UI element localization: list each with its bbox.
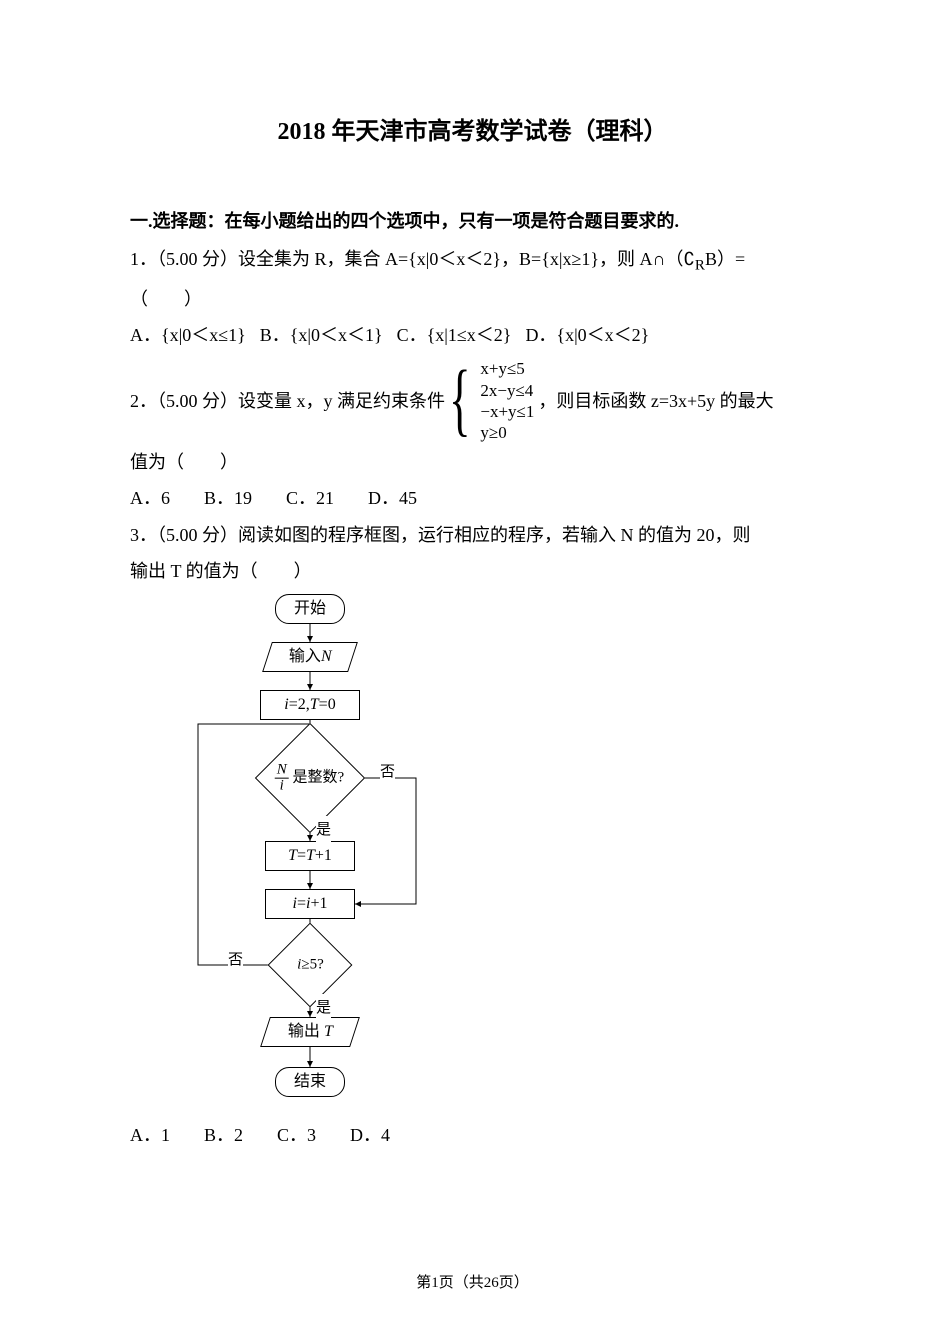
flow-node-t-increment: T=T+1 (265, 841, 355, 871)
flow-input-label: 输入N (289, 648, 332, 665)
q2-constraint-0: x+y≤5 (480, 358, 534, 379)
flow-dec1-yes-label: 是 (316, 816, 331, 845)
flow-node-decision-igeq5: i≥5? (268, 923, 353, 1008)
flowchart: 开始 输入N i=2, T=0 Ni 是整数? T=T+1 i=i+1 i≥5?… (180, 594, 480, 1114)
q1-opt-a: A．{x|0＜x≤1} (130, 325, 246, 345)
section-heading: 一.选择题：在每小题给出的四个选项中，只有一项是符合题目要求的. (130, 204, 815, 238)
q1-complement-subscript: R (695, 257, 705, 273)
flow-node-output: 输出 T (260, 1017, 360, 1047)
q3-stem-line2: 输出 T 的值为（ ） (130, 554, 815, 588)
flow-node-decision-divisible: Ni 是整数? (255, 723, 365, 833)
q3-opt-b: B．2 (204, 1125, 243, 1145)
flow-init-label: i (284, 690, 288, 720)
page: 2018 年天津市高考数学试卷（理科） 一.选择题：在每小题给出的四个选项中，只… (0, 0, 945, 1337)
q2-constraints-list: x+y≤5 2x−y≤4 −x+y≤1 y≥0 (480, 358, 534, 443)
page-title: 2018 年天津市高考数学试卷（理科） (130, 110, 815, 156)
q2-pre: 2．（5.00 分）设变量 x，y 满足约束条件 (130, 384, 445, 418)
q1-stem-line1: 1．（5.00 分）设全集为 R，集合 A={x|0＜x＜2}，B={x|x≥1… (130, 242, 815, 280)
q2-constraint-3: y≥0 (480, 422, 534, 443)
page-footer: 第1页（共26页） (0, 1269, 945, 1298)
flow-end-label: 结束 (294, 1067, 326, 1097)
q2-opt-c: C．21 (286, 488, 334, 508)
q2-opt-d: D．45 (368, 488, 417, 508)
flow-dec1-label: Ni 是整数? (275, 763, 344, 794)
q3-opt-d: D．4 (350, 1125, 390, 1145)
q2-constraint-2: −x+y≤1 (480, 401, 534, 422)
flow-node-end: 结束 (275, 1067, 345, 1097)
q1-opt-c: C．{x|1≤x＜2} (397, 325, 512, 345)
q1-stem-line2: （ ） (130, 282, 815, 316)
q2-opt-a: A．6 (130, 488, 170, 508)
q1-opt-b: B．{x|0＜x＜1} (260, 325, 383, 345)
q2-constraint-1: 2x−y≤4 (480, 380, 534, 401)
q2-post: ，则目标函数 z=3x+5y 的最大 (538, 384, 773, 418)
q3-stem-line1: 3．（5.00 分）阅读如图的程序框图，运行相应的程序，若输入 N 的值为 20… (130, 518, 815, 552)
q2-constraints-brace: { x+y≤5 2x−y≤4 −x+y≤1 y≥0 (449, 358, 534, 443)
q2-options: A．6 B．19 C．21 D．45 (130, 481, 815, 515)
q1-opt-d: D．{x|0＜x＜2} (525, 325, 649, 345)
q2-stem-line2: 值为（ ） (130, 445, 815, 479)
q3-options: A．1 B．2 C．3 D．4 (130, 1118, 815, 1152)
left-brace-icon: { (449, 358, 471, 443)
flow-dec2-yes-label: 是 (316, 994, 331, 1023)
q1-options: A．{x|0＜x≤1} B．{x|0＜x＜1} C．{x|1≤x＜2} D．{x|0＜… (130, 318, 815, 352)
flow-node-init: i=2, T=0 (260, 690, 360, 720)
q3-opt-a: A．1 (130, 1125, 170, 1145)
q3-opt-c: C．3 (277, 1125, 316, 1145)
q1-stem-line1-after: B）= (705, 249, 745, 269)
flow-dec2-label: i≥5? (297, 956, 324, 973)
q1-stem-line1-text: 1．（5.00 分）设全集为 R，集合 A={x|0＜x＜2}，B={x|x≥1… (130, 249, 695, 269)
flow-start-label: 开始 (294, 594, 326, 624)
flow-dec2-no-label: 否 (228, 946, 243, 975)
q2-opt-b: B．19 (204, 488, 252, 508)
q2-stem-line1: 2．（5.00 分）设变量 x，y 满足约束条件 { x+y≤5 2x−y≤4 … (130, 358, 815, 443)
flow-output-label: 输出 T (288, 1023, 333, 1040)
flow-node-start: 开始 (275, 594, 345, 624)
flow-node-input: 输入N (262, 642, 358, 672)
flow-node-i-increment: i=i+1 (265, 889, 355, 919)
flow-dec1-no-label: 否 (380, 758, 395, 787)
